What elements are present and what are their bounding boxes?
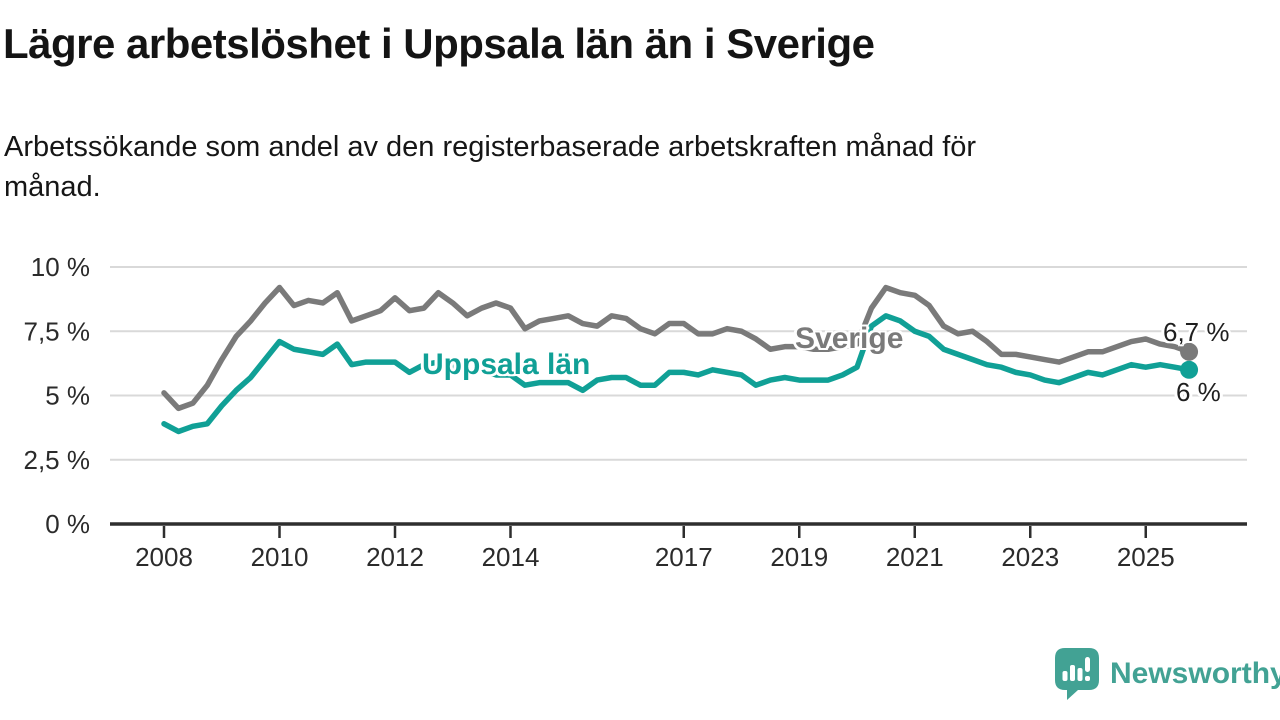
y-tick-label: 10 % bbox=[31, 252, 90, 282]
x-tick-label: 2023 bbox=[1001, 542, 1059, 572]
chart-subtitle: Arbetssökande som andel av den registerb… bbox=[4, 127, 1224, 207]
logo-bar-1 bbox=[1062, 671, 1068, 681]
series-end-dot-sverige bbox=[1180, 342, 1199, 361]
y-tick-label: 0 % bbox=[45, 509, 90, 539]
series-label-uppsala: Uppsala län bbox=[422, 348, 591, 381]
newsworthy-logo-icon bbox=[1055, 648, 1099, 700]
series-line-sverige bbox=[161, 284, 1192, 412]
newsworthy-logo: Newsworthy bbox=[1054, 646, 1280, 702]
end-value-label-uppsala: 6 % bbox=[1176, 377, 1221, 407]
logo-bar-3 bbox=[1077, 668, 1083, 681]
x-tick-label: 2012 bbox=[366, 542, 424, 572]
series-line-uppsala bbox=[161, 313, 1192, 435]
x-tick-label: 2010 bbox=[251, 542, 309, 572]
logo-exclamation-dot bbox=[1085, 676, 1090, 681]
series-end-dot-uppsala bbox=[1180, 360, 1199, 379]
x-tick-label: 2019 bbox=[770, 542, 828, 572]
x-tick-label: 2025 bbox=[1117, 542, 1175, 572]
y-tick-label: 5 % bbox=[45, 381, 90, 411]
y-tick-label: 2,5 % bbox=[24, 445, 91, 475]
series-label-sverige: Sverige bbox=[795, 322, 904, 355]
y-tick-label: 7,5 % bbox=[24, 316, 91, 346]
newsworthy-brand-name: Newsworthy bbox=[1110, 657, 1280, 690]
x-tick-label: 2017 bbox=[655, 542, 713, 572]
end-value-label-sverige: 6,7 % bbox=[1163, 317, 1230, 347]
logo-bar-2 bbox=[1070, 665, 1075, 681]
x-tick-label: 2014 bbox=[482, 542, 540, 572]
x-tick-label: 2021 bbox=[886, 542, 944, 572]
subtitle-line-1: Arbetssökande som andel av den registerb… bbox=[4, 131, 977, 163]
x-tick-label: 2008 bbox=[135, 542, 193, 572]
logo-exclamation-bar bbox=[1085, 657, 1090, 672]
chart-title: Lägre arbetslöshet i Uppsala län än i Sv… bbox=[3, 20, 875, 67]
subtitle-line-2: månad. bbox=[4, 171, 101, 203]
